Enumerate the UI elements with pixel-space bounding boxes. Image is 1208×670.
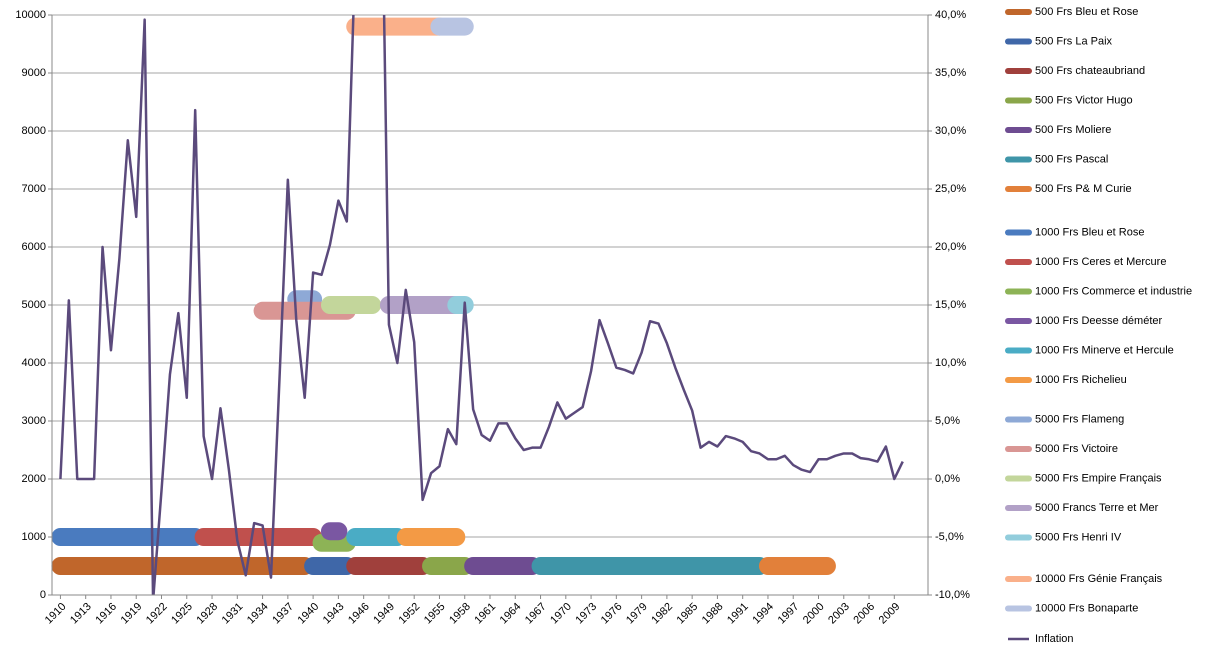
x-tick-label: 2006 xyxy=(851,601,877,627)
x-tick-label: 1916 xyxy=(93,601,119,627)
x-tick-label: 1964 xyxy=(498,601,524,627)
y-tick-label: 3000 xyxy=(22,415,46,427)
legend-label: 1000 Frs Ceres et Mercure xyxy=(1035,256,1166,268)
legend-label: 10000 Frs Bonaparte xyxy=(1035,602,1138,614)
inflation-line xyxy=(59,15,904,595)
y2-tick-label: 40,0% xyxy=(935,9,966,21)
legend-label: 500 Frs Moliere xyxy=(1035,124,1111,136)
y-tick-label: 8000 xyxy=(22,125,46,137)
y2-tick-label: -5,0% xyxy=(935,531,964,543)
legend-label: 5000 Frs Henri IV xyxy=(1035,531,1122,543)
y-tick-label: 9000 xyxy=(22,67,46,79)
y-tick-label: 7000 xyxy=(22,183,46,195)
x-tick-label: 1988 xyxy=(700,601,726,627)
x-tick-label: 1979 xyxy=(624,601,650,627)
legend-label: 5000 Francs Terre et Mer xyxy=(1035,502,1159,514)
legend-label: 10000 Frs Génie Français xyxy=(1035,573,1163,585)
grid xyxy=(52,14,928,596)
y-tick-label: 4000 xyxy=(22,357,46,369)
y-tick-label: 5000 xyxy=(22,299,46,311)
y-tick-label: 0 xyxy=(40,589,46,601)
x-tick-label: 1973 xyxy=(573,601,599,627)
legend-label: 500 Frs La Paix xyxy=(1035,35,1113,47)
x-tick-label: 1949 xyxy=(371,601,397,627)
x-tick-label: 1952 xyxy=(397,601,423,627)
x-tick-label: 1919 xyxy=(119,601,145,627)
legend-label: 1000 Frs Minerve et Hercule xyxy=(1035,344,1174,356)
y-tick-label: 6000 xyxy=(22,241,46,253)
x-tick-label: 2003 xyxy=(826,601,852,627)
y2-tick-label: 10,0% xyxy=(935,357,966,369)
legend-label: 500 Frs P& M Curie xyxy=(1035,183,1132,195)
x-tick-label: 1943 xyxy=(321,601,347,627)
x-tick-label: 1961 xyxy=(472,601,498,627)
y2-tick-label: 25,0% xyxy=(935,183,966,195)
x-tick-label: 1967 xyxy=(523,601,549,627)
x-tick-label: 1958 xyxy=(447,601,473,627)
y2-tick-label: 0,0% xyxy=(935,473,960,485)
x-tick-label: 2000 xyxy=(801,601,827,627)
legend-label: 1000 Frs Richelieu xyxy=(1035,374,1127,386)
legend: 500 Frs Bleu et Rose 500 Frs La Paix 500 F… xyxy=(1005,6,1192,645)
legend-label: 5000 Frs Victoire xyxy=(1035,443,1118,455)
x-tick-label: 1997 xyxy=(776,601,802,627)
x-tick-label: 1982 xyxy=(649,601,675,627)
y2-tick-label: 5,0% xyxy=(935,415,960,427)
x-tick-label: 1946 xyxy=(346,601,372,627)
x-tick-label: 1931 xyxy=(220,601,246,627)
x-tick-label: 1991 xyxy=(725,601,751,627)
legend-label: 5000 Frs Empire Français xyxy=(1035,472,1162,484)
x-tick-label: 1934 xyxy=(245,601,271,627)
x-tick-label: 1913 xyxy=(68,601,94,627)
y2-tick-label: 35,0% xyxy=(935,67,966,79)
y2-tick-label: 15,0% xyxy=(935,299,966,311)
x-tick-label: 1955 xyxy=(422,601,448,627)
legend-label: Inflation xyxy=(1035,633,1074,645)
y2-tick-label: 20,0% xyxy=(935,241,966,253)
x-tick-label: 1985 xyxy=(675,601,701,627)
y2-tick-label: -10,0% xyxy=(935,589,970,601)
y-tick-label: 10000 xyxy=(15,9,46,21)
x-tick-label: 1910 xyxy=(43,601,69,627)
x-tick-label: 2009 xyxy=(877,601,903,627)
bars xyxy=(51,17,836,575)
x-tick-label: 1970 xyxy=(548,601,574,627)
y-tick-label: 1000 xyxy=(22,531,46,543)
legend-label: 500 Frs Bleu et Rose xyxy=(1035,6,1138,18)
x-tick-label: 1937 xyxy=(270,601,296,627)
x-tick-label: 1940 xyxy=(295,601,321,627)
y2-tick-label: 30,0% xyxy=(935,125,966,137)
legend-label: 500 Frs Victor Hugo xyxy=(1035,94,1133,106)
legend-label: 1000 Frs Commerce et industrie xyxy=(1035,285,1192,297)
legend-label: 500 Frs chateaubriand xyxy=(1035,65,1145,77)
x-tick-label: 1922 xyxy=(144,601,170,627)
lines xyxy=(59,15,904,595)
legend-label: 500 Frs Pascal xyxy=(1035,153,1108,165)
legend-label: 1000 Frs Deesse déméter xyxy=(1035,315,1163,327)
x-tick-label: 1928 xyxy=(194,601,220,627)
legend-label: 1000 Frs Bleu et Rose xyxy=(1035,226,1144,238)
x-tick-label: 1925 xyxy=(169,601,195,627)
y-tick-label: 2000 xyxy=(22,473,46,485)
legend-label: 5000 Frs Flameng xyxy=(1035,413,1124,425)
x-tick-label: 1976 xyxy=(599,601,625,627)
x-tick-label: 1994 xyxy=(750,601,776,627)
